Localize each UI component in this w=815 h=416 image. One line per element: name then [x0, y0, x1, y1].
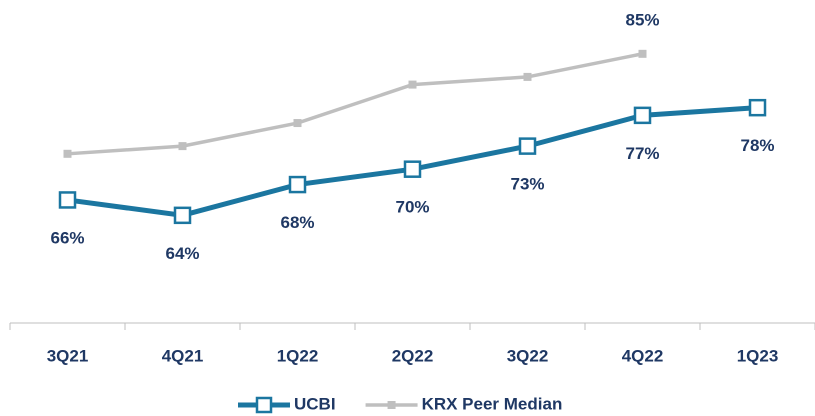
legend-marker: [387, 401, 396, 409]
data-label: 70%: [395, 198, 429, 217]
marker: [633, 106, 652, 125]
x-tick-label: 1Q22: [277, 346, 319, 365]
marker: [518, 137, 537, 155]
x-tick-label: 4Q22: [622, 346, 664, 365]
legend-label: KRX Peer Median: [422, 394, 563, 413]
x-tick-label: 4Q21: [162, 346, 204, 365]
marker: [403, 160, 422, 178]
legend-marker: [255, 396, 273, 414]
marker: [58, 191, 77, 209]
marker: [408, 80, 417, 89]
data-label: 77%: [625, 144, 659, 163]
data-label: 64%: [165, 244, 199, 263]
marker: [293, 119, 302, 128]
marker: [63, 149, 72, 158]
marker: [288, 175, 307, 194]
marker: [173, 206, 192, 225]
marker: [523, 72, 532, 81]
data-label: 85%: [625, 10, 659, 29]
data-label: 66%: [50, 228, 84, 247]
data-label: 78%: [740, 136, 774, 155]
x-tick-label: 1Q23: [737, 346, 779, 365]
x-tick-label: 3Q21: [47, 346, 89, 365]
data-label: 68%: [280, 213, 314, 232]
series-line: [67, 52, 643, 156]
x-tick-label: 3Q22: [507, 346, 549, 365]
marker: [748, 98, 767, 117]
marker: [638, 49, 647, 58]
x-tick-label: 2Q22: [392, 346, 434, 365]
data-label: 73%: [510, 175, 544, 194]
legend-label: UCBI: [294, 394, 336, 413]
marker: [178, 142, 187, 151]
